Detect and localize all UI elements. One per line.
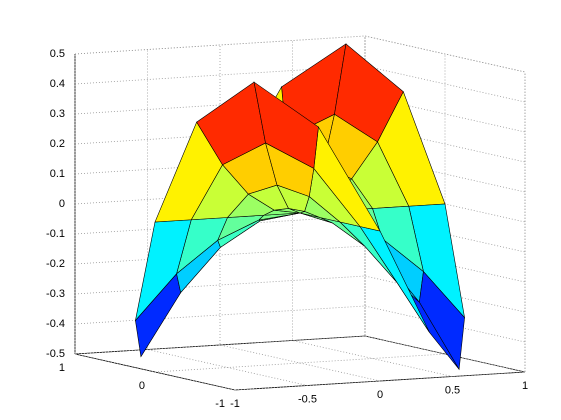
y-tick-label: 0 <box>139 380 145 392</box>
grid-line <box>154 54 446 373</box>
grid-line <box>74 155 526 193</box>
y-tick-label: 1 <box>59 362 65 374</box>
z-tick-label: 0.2 <box>50 138 65 150</box>
x-tick-label: -0.5 <box>298 393 317 405</box>
z-tick-label: -0.1 <box>46 228 65 240</box>
grid-line <box>74 125 526 163</box>
x-tick-label: -1 <box>230 398 240 410</box>
z-tick-label: -0.2 <box>46 258 65 270</box>
grid-line <box>74 95 526 133</box>
x-tick-label: 1 <box>522 380 528 392</box>
x-tick-label: 0.5 <box>445 384 460 396</box>
z-tick-label: 0.5 <box>50 48 65 60</box>
y-tick-label: -1 <box>215 398 225 410</box>
x-tick-label: 0 <box>377 389 383 401</box>
grid-line <box>74 305 526 343</box>
z-tick-label: 0.4 <box>50 78 65 90</box>
z-tick-label: -0.4 <box>46 318 65 330</box>
z-tick-label: 0.1 <box>50 168 65 180</box>
z-tick-label: 0 <box>59 198 65 210</box>
z-tick-label: -0.5 <box>46 348 65 360</box>
grid-line <box>74 215 526 253</box>
grid-line <box>74 35 526 73</box>
z-tick-label: 0.3 <box>50 108 65 120</box>
grid-line <box>147 49 308 386</box>
grid-line <box>74 36 366 355</box>
grid-line <box>234 72 526 391</box>
surface-patch <box>253 81 319 169</box>
z-tick-label: -0.3 <box>46 288 65 300</box>
grid-line <box>74 65 526 103</box>
grid-line <box>74 54 236 391</box>
